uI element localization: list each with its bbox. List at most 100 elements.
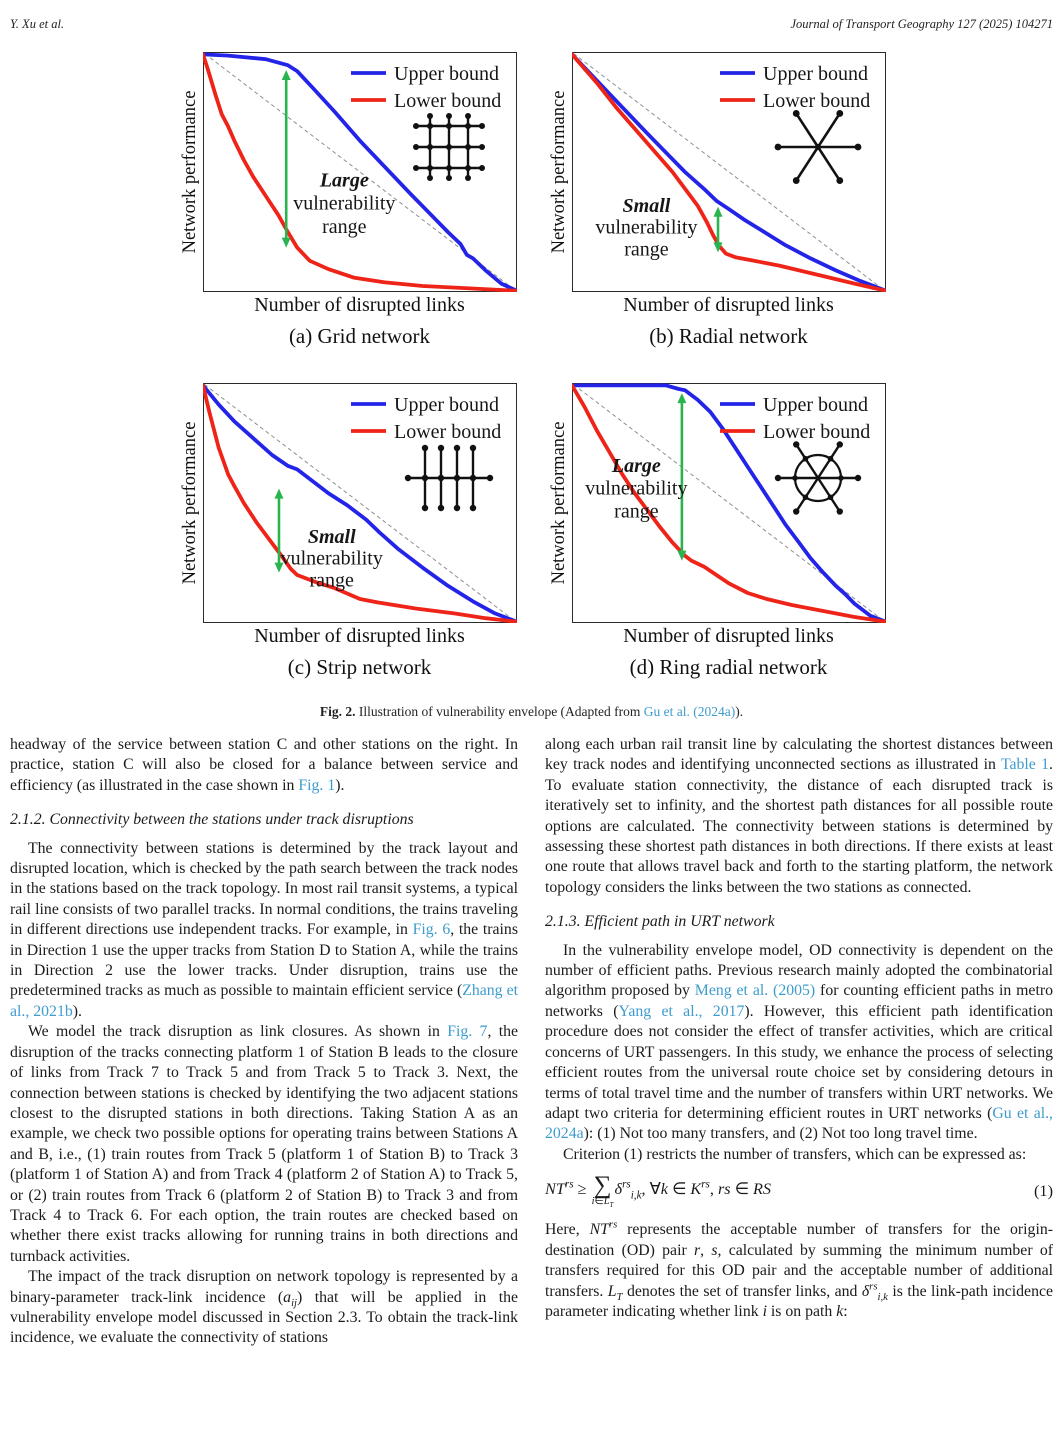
vulnerability-range-label: range <box>309 569 354 591</box>
equation-1: NTrs ≥ ∑ i∈LT δrsi,k, ∀k ∈ Krs, rs ∈ RS (1… <box>545 1172 1053 1209</box>
vulnerability-range-arrow <box>713 206 723 253</box>
citation-link[interactable]: Yang et al., 2017 <box>618 1002 745 1020</box>
page-header: Y. Xu et al. Journal of Transport Geogra… <box>0 0 1063 32</box>
legend-label: Lower bound <box>763 90 870 112</box>
paragraph: The connectivity between stations is det… <box>10 839 518 1020</box>
lower-bound-curve <box>200 383 519 624</box>
y-axis-label: Network performance <box>179 90 200 254</box>
equation-number: (1) <box>1034 1180 1053 1200</box>
upper-bound-curve <box>569 52 888 293</box>
lower-bound-curve <box>569 52 888 293</box>
y-axis-label: Network performance <box>548 90 569 254</box>
vulnerability-range-label: vulnerability <box>595 217 697 239</box>
figure-caption: Fig. 2. Illustration of vulnerability en… <box>0 704 1063 720</box>
vulnerability-range-label: vulnerability <box>293 193 395 215</box>
paragraph: We model the track disruption as link cl… <box>10 1023 518 1265</box>
running-author: Y. Xu et al. <box>10 17 65 31</box>
vulnerability-range-label: vulnerability <box>585 478 687 500</box>
legend-label: Upper bound <box>763 394 868 416</box>
x-axis-label: Number of disrupted links <box>254 625 465 647</box>
sigma-symbol: ∑ <box>593 1172 612 1200</box>
vulnerability-range-arrow <box>273 488 283 573</box>
no-protection-diagonal <box>203 384 516 622</box>
legend-label: Lower bound <box>763 421 870 443</box>
summation: ∑ i∈LT <box>591 1172 614 1209</box>
upper-bound-curve <box>200 383 519 624</box>
paragraph: Here, NTrs represents the acceptable num… <box>545 1219 1053 1320</box>
figure-2: Network performance Upper bound Lower boun… <box>0 52 1063 720</box>
radial-network-icon <box>774 110 861 184</box>
paragraph: along each urban rail transit line by ca… <box>545 736 1053 896</box>
legend: Upper bound Lower bound <box>719 63 870 112</box>
figure-caption-text: Fig. 2. Illustration of vulnerability en… <box>319 704 744 719</box>
x-axis-label: Number of disrupted links <box>254 294 465 316</box>
legend-label: Upper bound <box>763 63 868 85</box>
citation-link[interactable]: Zhang et al., 2021b <box>10 982 518 1020</box>
lower-bound-curve <box>569 383 888 624</box>
legend-label: Lower bound <box>394 421 501 443</box>
vulnerability-range-label: range <box>614 500 659 522</box>
paragraph: In the vulnerability envelope model, OD … <box>545 941 1053 1143</box>
vulnerability-range-arrow <box>281 70 291 248</box>
vulnerability-range-label: Large <box>318 169 368 191</box>
citation-link[interactable]: Meng et al. (2005) <box>694 982 816 1000</box>
plot-svg: Upper bound Lower bound Smallvulnerability… <box>569 52 888 293</box>
lower-bound-curve <box>200 52 519 293</box>
figure-panel-c: Network performance Upper bound Lower boun… <box>176 383 519 680</box>
section-heading: 2.1.3. Efficient path in URT network <box>545 913 775 931</box>
legend-label: Upper bound <box>394 394 499 416</box>
vulnerability-range-label: Large <box>610 455 660 477</box>
body-column-right: along each urban rail transit line by ca… <box>545 735 1053 1434</box>
y-axis-label: Network performance <box>179 421 200 585</box>
vulnerability-range-label: vulnerability <box>280 548 382 570</box>
legend: Upper bound Lower bound <box>350 63 501 112</box>
vulnerability-range-label: range <box>322 216 367 238</box>
y-axis-label: Network performance <box>548 421 569 585</box>
plot-svg: Upper bound Lower bound Smallvulnerability… <box>200 383 519 624</box>
legend: Upper bound Lower bound <box>719 394 870 443</box>
figure-panel-b: Network performance Upper bound Lower boun… <box>545 52 888 349</box>
paragraph: headway of the service between station C… <box>10 736 518 794</box>
plot-area: Upper bound Lower bound Large vulnerability… <box>569 383 888 624</box>
x-axis-label: Number of disrupted links <box>623 625 834 647</box>
panel-caption: (b) Radial network <box>649 324 808 348</box>
strip-network-icon <box>404 444 493 512</box>
citation-link[interactable]: Fig. 6 <box>412 921 451 939</box>
panel-caption: (d) Ring radial network <box>629 655 828 679</box>
citation-link[interactable]: Fig. 7 <box>447 1023 488 1041</box>
plot-area: Upper bound Lower bound Small vulnerability… <box>569 52 888 293</box>
paragraph: Criterion (1) restricts the number of tr… <box>563 1145 1027 1163</box>
figure-panel-d: Network performance Upper bound Lower boun… <box>545 383 888 680</box>
panel-caption: (a) Grid network <box>288 324 431 348</box>
grid-network-icon <box>412 113 485 181</box>
section-heading: 2.1.2. Connectivity between the stations… <box>10 811 414 829</box>
no-protection-diagonal <box>572 53 885 291</box>
upper-bound-curve <box>200 52 519 293</box>
citation-link[interactable]: Gu et al., 2024a <box>545 1104 1053 1143</box>
vulnerability-range-label: Small <box>307 526 355 548</box>
vulnerability-range-label: range <box>624 238 669 260</box>
plot-area: Upper bound Lower bound Small vulnerability… <box>200 383 519 624</box>
citation-link[interactable]: Table 1 <box>1000 756 1050 774</box>
body-column-left: headway of the service between station C… <box>10 735 518 1434</box>
plot-area: Upper bound Lower bound Large vulnerability… <box>200 52 519 293</box>
paragraph: The impact of the track disruption on ne… <box>10 1268 518 1347</box>
panel-caption: (c) Strip network <box>287 655 432 679</box>
legend-label: Upper bound <box>394 63 499 85</box>
journal-title: Journal of Transport Geography 127 (2025… <box>790 17 1054 31</box>
citation-link[interactable]: Fig. 1 <box>298 776 336 794</box>
citation-link[interactable]: Gu et al. (2024a) <box>643 704 736 719</box>
figure-panel-grid: Network performance Upper bound Lower boun… <box>176 52 888 680</box>
legend-label: Lower bound <box>394 90 501 112</box>
equation-body: NTrs ≥ ∑ i∈LT δrsi,k, ∀k ∈ Krs, rs ∈ RS <box>545 1172 772 1209</box>
figure-panel-a: Network performance Upper bound Lower boun… <box>176 52 519 349</box>
upper-bound-curve <box>569 383 888 624</box>
plot-svg: Upper bound Lower bound Largevulnerability… <box>569 383 888 624</box>
ring-radial-network-icon <box>774 441 861 515</box>
x-axis-label: Number of disrupted links <box>623 294 834 316</box>
legend: Upper bound Lower bound <box>350 394 501 443</box>
plot-svg: Upper bound Lower bound Largevulnerability… <box>200 52 519 293</box>
vulnerability-range-label: Small <box>622 195 670 217</box>
article-body: headway of the service between station C… <box>0 735 1063 1434</box>
